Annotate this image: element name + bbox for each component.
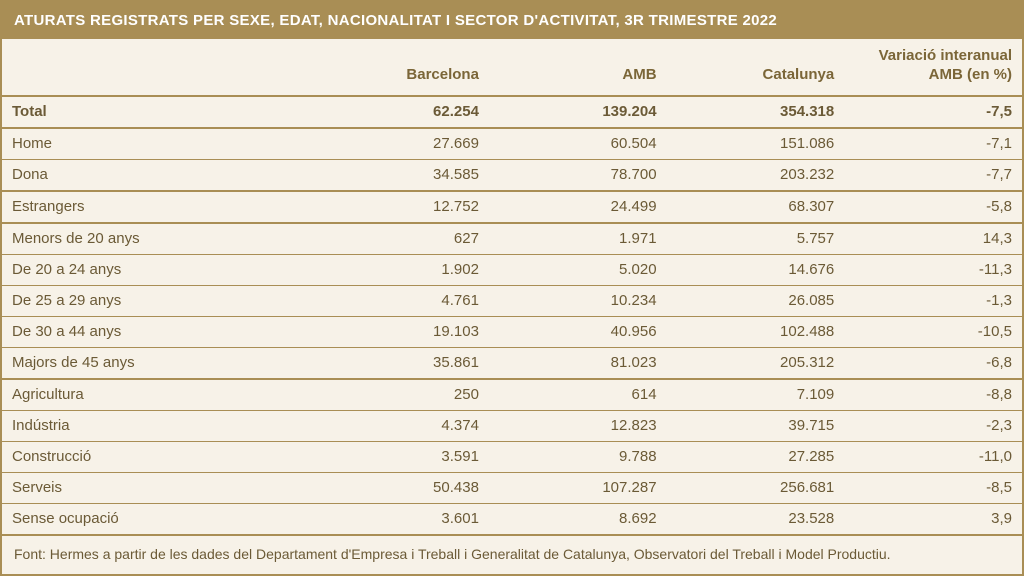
row-value: 35.861 [311,347,489,379]
row-value: 627 [311,223,489,255]
row-label: Total [2,96,311,128]
row-value: 14,3 [844,223,1022,255]
header-variacio-line1: Variació interanual [879,47,1012,64]
row-value: 78.700 [489,159,667,191]
row-value: -7,1 [844,128,1022,160]
table-row: De 30 a 44 anys19.10340.956102.488-10,5 [2,316,1022,347]
table-row: Dona34.58578.700203.232-7,7 [2,159,1022,191]
row-value: 102.488 [667,316,845,347]
row-value: -7,5 [844,96,1022,128]
row-value: 614 [489,379,667,411]
row-value: 5.757 [667,223,845,255]
row-value: 7.109 [667,379,845,411]
table-row: Indústria4.37412.82339.715-2,3 [2,410,1022,441]
header-variacio-line2: AMB (en %) [929,66,1012,83]
row-value: -2,3 [844,410,1022,441]
table-title: ATURATS REGISTRATS PER SEXE, EDAT, NACIO… [2,2,1022,39]
table-row: Home27.66960.504151.086-7,1 [2,128,1022,160]
row-value: 62.254 [311,96,489,128]
row-value: 24.499 [489,191,667,223]
row-value: 256.681 [667,472,845,503]
row-value: 205.312 [667,347,845,379]
row-value: 10.234 [489,285,667,316]
row-value: 4.374 [311,410,489,441]
row-label: Serveis [2,472,311,503]
row-value: -8,8 [844,379,1022,411]
row-value: 354.318 [667,96,845,128]
row-value: -5,8 [844,191,1022,223]
row-value: 151.086 [667,128,845,160]
row-value: -7,7 [844,159,1022,191]
header-variacio: Variació interanual AMB (en %) [844,39,1022,96]
row-value: -8,5 [844,472,1022,503]
row-value: 1.971 [489,223,667,255]
row-value: -11,3 [844,254,1022,285]
table-row: De 25 a 29 anys4.76110.23426.085-1,3 [2,285,1022,316]
row-value: 39.715 [667,410,845,441]
row-label: Indústria [2,410,311,441]
row-label: Agricultura [2,379,311,411]
row-value: 27.669 [311,128,489,160]
row-value: 26.085 [667,285,845,316]
row-value: 40.956 [489,316,667,347]
row-value: 19.103 [311,316,489,347]
table-row: Majors de 45 anys35.86181.023205.312-6,8 [2,347,1022,379]
row-value: 23.528 [667,503,845,535]
row-label: De 30 a 44 anys [2,316,311,347]
row-value: 12.752 [311,191,489,223]
row-label: Dona [2,159,311,191]
row-value: 3,9 [844,503,1022,535]
row-value: 3.601 [311,503,489,535]
row-label: Majors de 45 anys [2,347,311,379]
row-value: -6,8 [844,347,1022,379]
row-value: 27.285 [667,441,845,472]
row-value: 3.591 [311,441,489,472]
row-label: Estrangers [2,191,311,223]
table-row: De 20 a 24 anys1.9025.02014.676-11,3 [2,254,1022,285]
header-row: Barcelona AMB Catalunya Variació interan… [2,39,1022,96]
table-row: Total62.254139.204354.318-7,5 [2,96,1022,128]
row-label: Menors de 20 anys [2,223,311,255]
table-row: Construcció3.5919.78827.285-11,0 [2,441,1022,472]
table-row: Sense ocupació3.6018.69223.5283,9 [2,503,1022,535]
row-value: 4.761 [311,285,489,316]
table-body: Total62.254139.204354.318-7,5Home27.6696… [2,96,1022,535]
table-container: ATURATS REGISTRATS PER SEXE, EDAT, NACIO… [0,0,1024,576]
table-row: Agricultura2506147.109-8,8 [2,379,1022,411]
row-value: 12.823 [489,410,667,441]
row-value: -11,0 [844,441,1022,472]
table-row: Serveis50.438107.287256.681-8,5 [2,472,1022,503]
row-value: 203.232 [667,159,845,191]
row-label: Home [2,128,311,160]
row-value: 34.585 [311,159,489,191]
row-value: 8.692 [489,503,667,535]
row-value: 1.902 [311,254,489,285]
header-barcelona: Barcelona [311,39,489,96]
row-value: 14.676 [667,254,845,285]
header-label [2,39,311,96]
table-row: Estrangers12.75224.49968.307-5,8 [2,191,1022,223]
row-value: 9.788 [489,441,667,472]
data-table: Barcelona AMB Catalunya Variació interan… [2,39,1022,536]
row-value: -10,5 [844,316,1022,347]
row-label: De 20 a 24 anys [2,254,311,285]
row-value: 81.023 [489,347,667,379]
table-footer: Font: Hermes a partir de les dades del D… [2,536,1022,574]
table-row: Menors de 20 anys6271.9715.75714,3 [2,223,1022,255]
row-label: De 25 a 29 anys [2,285,311,316]
header-amb: AMB [489,39,667,96]
row-value: 50.438 [311,472,489,503]
row-value: 5.020 [489,254,667,285]
row-label: Sense ocupació [2,503,311,535]
header-catalunya: Catalunya [667,39,845,96]
row-value: 68.307 [667,191,845,223]
row-value: 250 [311,379,489,411]
row-value: -1,3 [844,285,1022,316]
row-label: Construcció [2,441,311,472]
row-value: 107.287 [489,472,667,503]
row-value: 60.504 [489,128,667,160]
row-value: 139.204 [489,96,667,128]
